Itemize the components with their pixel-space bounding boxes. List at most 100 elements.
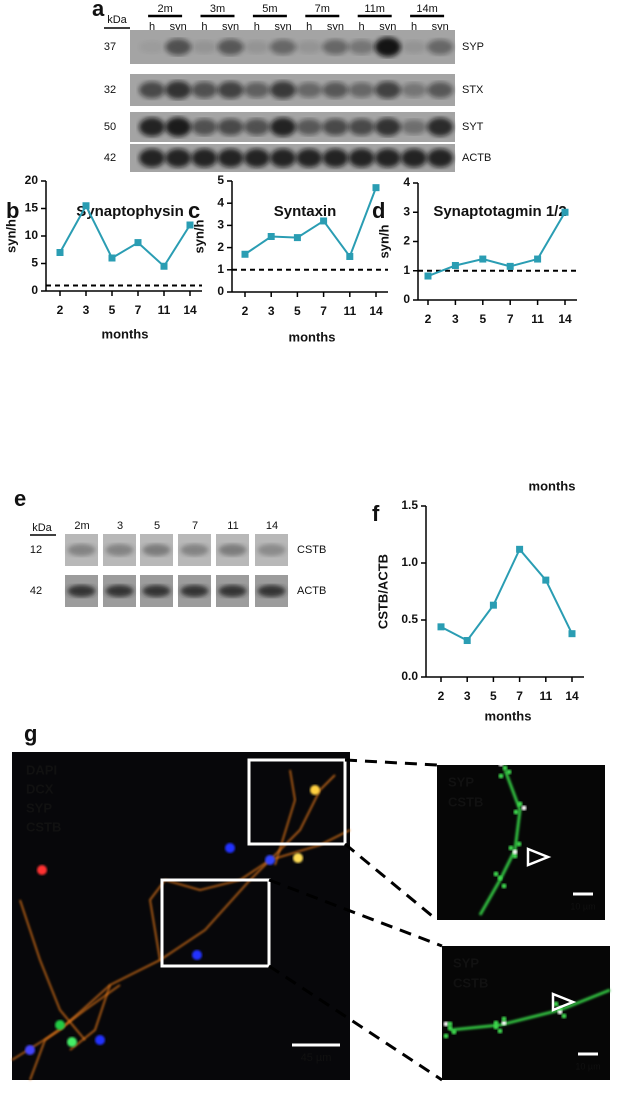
x-tick-label: 5 bbox=[109, 303, 116, 317]
data-point bbox=[56, 249, 64, 256]
puncta bbox=[512, 853, 518, 859]
data-point bbox=[108, 254, 116, 262]
y-tick-label: 0.5 bbox=[401, 612, 418, 626]
x-tick-label: 7 bbox=[320, 304, 327, 318]
puncta bbox=[451, 1029, 457, 1035]
lane-label: h bbox=[411, 21, 417, 33]
row-label: SYP bbox=[462, 41, 484, 53]
blot-band bbox=[296, 82, 323, 98]
y-tick-label: 15 bbox=[25, 201, 39, 215]
y-tick-label: 3 bbox=[217, 218, 224, 232]
data-point bbox=[186, 221, 194, 229]
puncta bbox=[498, 773, 504, 779]
data-point bbox=[542, 576, 550, 584]
blot-band bbox=[270, 117, 296, 137]
lane-label: 11 bbox=[227, 520, 238, 532]
y-tick-label: 1 bbox=[403, 263, 410, 277]
inset-label: CSTB bbox=[448, 794, 483, 809]
neurite bbox=[149, 829, 351, 961]
data-point bbox=[372, 184, 380, 192]
blot-band bbox=[401, 40, 427, 54]
panel-letter: e bbox=[14, 486, 26, 511]
kda-header: kDa bbox=[32, 522, 52, 534]
inset-box bbox=[160, 878, 271, 968]
puncta bbox=[501, 1020, 507, 1026]
series-line bbox=[427, 211, 566, 277]
chart-title: Synaptotagmin 1/2 bbox=[433, 203, 566, 220]
connector bbox=[344, 758, 438, 767]
row-label: CSTB bbox=[297, 544, 326, 556]
x-axis-label: months bbox=[485, 708, 532, 723]
blot-band bbox=[165, 81, 192, 99]
x-tick-label: 3 bbox=[464, 689, 471, 703]
puncta bbox=[501, 1016, 507, 1022]
x-tick-label: 2 bbox=[425, 312, 432, 326]
x-tick-label: 11 bbox=[531, 312, 544, 326]
puncta bbox=[561, 1013, 567, 1019]
kda-label: 42 bbox=[104, 152, 116, 164]
cell bbox=[293, 853, 303, 863]
group-label: 2m bbox=[157, 3, 172, 15]
lane-label: 3 bbox=[117, 520, 123, 532]
blot-band bbox=[374, 148, 401, 168]
y-axis-label: syn/h bbox=[376, 224, 391, 258]
blot-band bbox=[105, 585, 134, 597]
blot-band bbox=[217, 39, 244, 55]
series-line bbox=[244, 187, 377, 259]
row-label: ACTB bbox=[297, 585, 326, 597]
cell bbox=[225, 843, 235, 853]
legend-text: DAPI bbox=[26, 762, 57, 777]
kda-label: 50 bbox=[104, 121, 116, 133]
group-label: 3m bbox=[210, 3, 225, 15]
blot-band bbox=[165, 38, 192, 56]
cell bbox=[25, 1045, 35, 1055]
blot-band bbox=[322, 148, 349, 168]
data-point bbox=[293, 234, 301, 242]
blot-band bbox=[296, 40, 323, 54]
series-line bbox=[440, 547, 573, 642]
puncta bbox=[443, 1021, 449, 1027]
x-axis-label: months bbox=[529, 478, 576, 493]
x-tick-label: 14 bbox=[183, 303, 197, 317]
blot-band bbox=[322, 82, 349, 98]
x-tick-label: 7 bbox=[507, 312, 514, 326]
data-point bbox=[463, 637, 471, 645]
blot-band bbox=[139, 117, 165, 137]
x-tick-label: 14 bbox=[369, 304, 383, 318]
lane-label: 2m bbox=[74, 520, 89, 532]
kda-label: 32 bbox=[104, 84, 116, 96]
x-tick-label: 5 bbox=[490, 689, 497, 703]
neurite bbox=[19, 899, 86, 1041]
lane-label: syn bbox=[274, 21, 291, 33]
blot-band bbox=[374, 37, 401, 57]
blot-band bbox=[348, 82, 375, 98]
puncta bbox=[512, 849, 518, 855]
blot-band bbox=[401, 148, 427, 168]
blot-band bbox=[243, 82, 270, 98]
blot-band bbox=[105, 544, 134, 556]
blot-band bbox=[296, 148, 323, 168]
lane-label: syn bbox=[432, 21, 449, 33]
blot-band bbox=[142, 544, 171, 556]
puncta bbox=[513, 809, 519, 815]
cell bbox=[192, 950, 202, 960]
cell bbox=[67, 1037, 77, 1047]
group-label: 7m bbox=[315, 3, 330, 15]
blot-band bbox=[165, 117, 192, 137]
puncta bbox=[493, 1024, 499, 1030]
puncta bbox=[498, 761, 504, 767]
panel-letter: a bbox=[92, 0, 105, 21]
data-point bbox=[451, 261, 459, 269]
puncta bbox=[502, 765, 508, 771]
series-line bbox=[59, 203, 191, 268]
inset-label: CSTB bbox=[453, 975, 488, 990]
connector bbox=[344, 842, 438, 922]
y-tick-label: 5 bbox=[31, 256, 38, 270]
lane-label: h bbox=[201, 21, 207, 33]
x-tick-label: 11 bbox=[539, 689, 552, 703]
blot-band bbox=[348, 39, 375, 55]
y-tick-label: 0 bbox=[31, 283, 38, 297]
row-label: ACTB bbox=[462, 152, 491, 164]
data-point bbox=[489, 601, 497, 609]
data-point bbox=[568, 630, 576, 638]
